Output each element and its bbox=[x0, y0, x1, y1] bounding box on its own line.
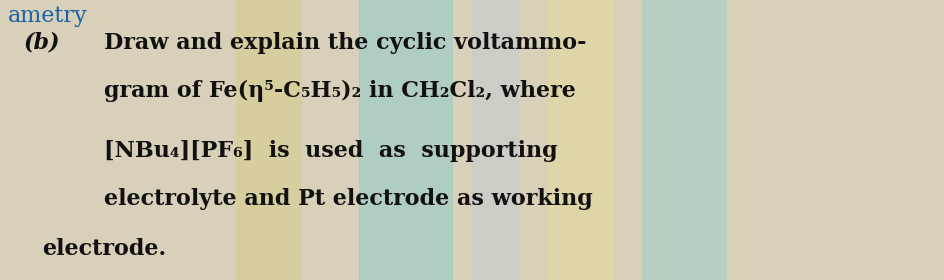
Text: electrolyte and Pt electrode as working: electrolyte and Pt electrode as working bbox=[104, 188, 593, 210]
Text: gram of Fe(η⁵-C₅H₅)₂ in CH₂Cl₂, where: gram of Fe(η⁵-C₅H₅)₂ in CH₂Cl₂, where bbox=[104, 80, 576, 102]
Text: [NBu₄][PF₆]  is  used  as  supporting: [NBu₄][PF₆] is used as supporting bbox=[104, 140, 558, 162]
Bar bbox=[359, 0, 453, 280]
Bar bbox=[472, 0, 519, 280]
Text: ametry: ametry bbox=[8, 5, 87, 27]
Text: (b): (b) bbox=[24, 32, 60, 54]
Text: Draw and explain the cyclic voltammo-: Draw and explain the cyclic voltammo- bbox=[104, 32, 586, 54]
Bar bbox=[236, 0, 302, 280]
Bar bbox=[642, 0, 727, 280]
Text: electrode.: electrode. bbox=[42, 238, 166, 260]
Bar bbox=[548, 0, 614, 280]
